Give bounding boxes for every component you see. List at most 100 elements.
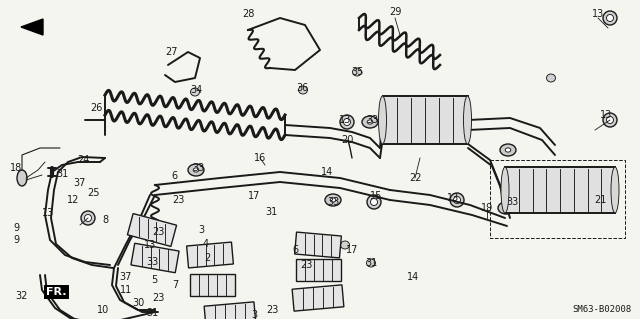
Ellipse shape [454,197,461,204]
Text: 8: 8 [102,215,108,225]
Ellipse shape [17,170,27,186]
Text: 28: 28 [242,9,254,19]
Text: 33: 33 [366,115,378,125]
Ellipse shape [607,14,614,21]
Text: 31: 31 [56,169,68,179]
Text: 29: 29 [389,7,401,17]
Text: 4: 4 [203,239,209,249]
Text: 3: 3 [198,225,204,235]
Text: 11: 11 [120,285,132,295]
Text: 31: 31 [146,308,158,318]
Ellipse shape [367,259,376,267]
Text: 31: 31 [265,207,277,217]
Text: 13: 13 [447,193,459,203]
Ellipse shape [193,168,199,172]
Text: 23: 23 [172,195,184,205]
Ellipse shape [81,211,95,225]
Bar [296,259,340,281]
Text: 23: 23 [152,227,164,237]
Text: 19: 19 [481,203,493,213]
Text: 35: 35 [351,67,363,77]
Ellipse shape [84,214,92,221]
Text: 3: 3 [251,310,257,319]
Text: 12: 12 [67,195,79,205]
Text: 23: 23 [266,305,278,315]
Text: 33: 33 [146,257,158,267]
Ellipse shape [188,164,204,176]
Bar [294,232,341,258]
Ellipse shape [371,198,378,205]
Text: 33: 33 [327,197,339,207]
Text: 14: 14 [407,272,419,282]
Text: 6: 6 [292,245,298,255]
Text: 13: 13 [42,208,54,218]
Ellipse shape [353,68,362,76]
Text: 23: 23 [300,260,312,270]
Text: 24: 24 [77,155,89,165]
Text: 13: 13 [339,115,351,125]
Bar [131,243,179,273]
Text: 21: 21 [594,195,606,205]
Ellipse shape [547,74,556,82]
Bar [292,285,344,311]
Text: 14: 14 [321,167,333,177]
Text: 10: 10 [97,305,109,315]
Ellipse shape [505,148,511,152]
Ellipse shape [603,113,617,127]
Text: 16: 16 [254,153,266,163]
Text: 23: 23 [152,293,164,303]
Ellipse shape [298,86,307,94]
Text: 37: 37 [120,272,132,282]
Bar [383,96,467,144]
Ellipse shape [378,96,387,144]
Ellipse shape [344,118,351,125]
Ellipse shape [501,167,509,213]
Text: FR.: FR. [46,287,67,297]
Text: 31: 31 [365,258,377,268]
Ellipse shape [191,88,200,96]
Text: 17: 17 [248,191,260,201]
Ellipse shape [340,115,354,129]
Bar [127,213,177,247]
Text: 17: 17 [346,245,358,255]
Text: 5: 5 [151,275,157,285]
Ellipse shape [603,11,617,25]
Text: 37: 37 [74,178,86,188]
Text: 25: 25 [87,188,99,198]
Bar [187,242,234,268]
Ellipse shape [450,193,464,207]
Text: 27: 27 [166,47,179,57]
Text: 9: 9 [13,235,19,245]
Ellipse shape [367,120,372,124]
Ellipse shape [463,96,472,144]
Text: 30: 30 [132,298,144,308]
Text: 15: 15 [370,191,382,201]
Ellipse shape [498,202,514,214]
Ellipse shape [503,206,509,210]
Ellipse shape [340,241,349,249]
Ellipse shape [607,116,614,123]
Ellipse shape [330,198,336,202]
Text: 18: 18 [10,163,22,173]
Ellipse shape [500,144,516,156]
Text: 33: 33 [506,197,518,207]
Bar [189,274,234,296]
Text: 34: 34 [190,85,202,95]
Ellipse shape [367,195,381,209]
Text: 33: 33 [192,163,204,173]
Text: 26: 26 [90,103,102,113]
Ellipse shape [325,194,341,206]
Polygon shape [21,19,43,35]
Text: 36: 36 [296,83,308,93]
Text: 2: 2 [204,253,210,263]
Text: 6: 6 [171,171,177,181]
Text: SM63-B02008: SM63-B02008 [572,306,631,315]
Text: 32: 32 [16,291,28,301]
Text: 7: 7 [172,280,178,290]
Text: 13: 13 [144,240,156,250]
Text: 22: 22 [409,173,421,183]
Ellipse shape [362,116,378,128]
Bar [204,302,256,319]
Bar [505,167,615,213]
Text: 9: 9 [13,223,19,233]
